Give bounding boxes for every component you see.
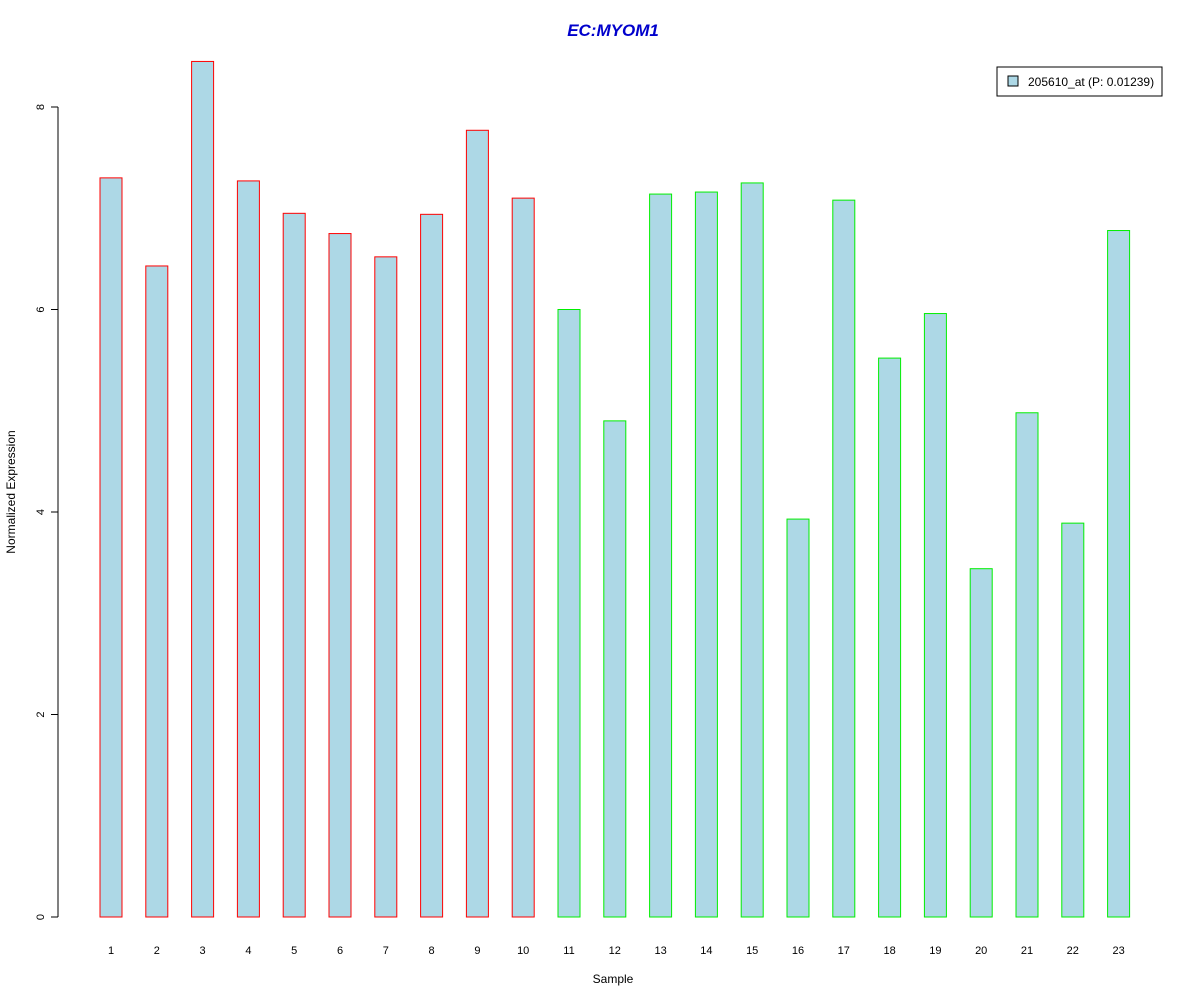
x-tick-label: 8	[429, 945, 435, 957]
bar	[236, 180, 260, 918]
bar	[282, 212, 306, 918]
x-tick-label: 12	[609, 945, 621, 957]
x-tick-label: 6	[337, 945, 343, 957]
x-axis-tick-labels: 1 2 3 4 5 6 7 8 9 10 11 12 13 14 15 16 17 18 19 20 21 22 23	[108, 945, 1125, 957]
bars	[99, 60, 1131, 918]
bar	[191, 60, 215, 918]
x-tick-label: 2	[154, 945, 160, 957]
bar	[649, 193, 673, 918]
bar	[878, 357, 902, 918]
x-tick-label: 9	[474, 945, 480, 957]
bar	[1107, 230, 1131, 918]
x-axis-label: Sample	[593, 972, 634, 986]
x-tick-label: 15	[746, 945, 758, 957]
y-axis-label: Normalized Expression	[4, 430, 18, 553]
y-tick-label: 0	[35, 914, 47, 920]
x-tick-label: 16	[792, 945, 804, 957]
legend-label: 205610_at (P: 0.01239)	[1028, 75, 1154, 89]
legend: 205610_at (P: 0.01239)	[996, 66, 1163, 97]
chart-title: EC:MYOM1	[567, 21, 659, 40]
bar	[832, 199, 856, 918]
bar	[603, 420, 627, 918]
bar	[786, 518, 810, 918]
y-axis: 0 2 4 6 8	[35, 104, 59, 920]
legend-swatch	[1007, 75, 1019, 87]
bar	[99, 177, 123, 918]
x-tick-label: 14	[700, 945, 712, 957]
bar	[328, 233, 352, 918]
x-tick-label: 19	[929, 945, 941, 957]
x-tick-label: 20	[975, 945, 987, 957]
bar	[1015, 412, 1039, 918]
bar	[465, 129, 489, 918]
bar	[694, 191, 718, 918]
x-tick-label: 5	[291, 945, 297, 957]
bar	[969, 568, 993, 918]
legend-box	[996, 66, 1163, 97]
x-tick-label: 23	[1112, 945, 1124, 957]
y-tick-label: 4	[35, 509, 47, 515]
x-tick-label: 22	[1067, 945, 1079, 957]
y-tick-label: 6	[35, 306, 47, 312]
bar	[420, 213, 444, 918]
y-tick-label: 8	[35, 104, 47, 110]
bar	[145, 265, 169, 918]
bar	[557, 309, 581, 918]
y-tick-label: 2	[35, 711, 47, 717]
bar	[511, 197, 535, 918]
x-tick-label: 11	[563, 945, 574, 957]
x-tick-label: 13	[654, 945, 666, 957]
bar	[1061, 522, 1085, 918]
x-tick-label: 21	[1021, 945, 1033, 957]
bar	[740, 182, 764, 918]
bar	[923, 313, 947, 918]
bar	[374, 256, 398, 918]
x-tick-label: 10	[517, 945, 529, 957]
x-tick-label: 18	[883, 945, 895, 957]
x-tick-label: 7	[383, 945, 389, 957]
x-tick-label: 4	[245, 945, 251, 957]
x-tick-label: 3	[200, 945, 206, 957]
x-tick-label: 17	[838, 945, 850, 957]
x-tick-label: 1	[108, 945, 114, 957]
